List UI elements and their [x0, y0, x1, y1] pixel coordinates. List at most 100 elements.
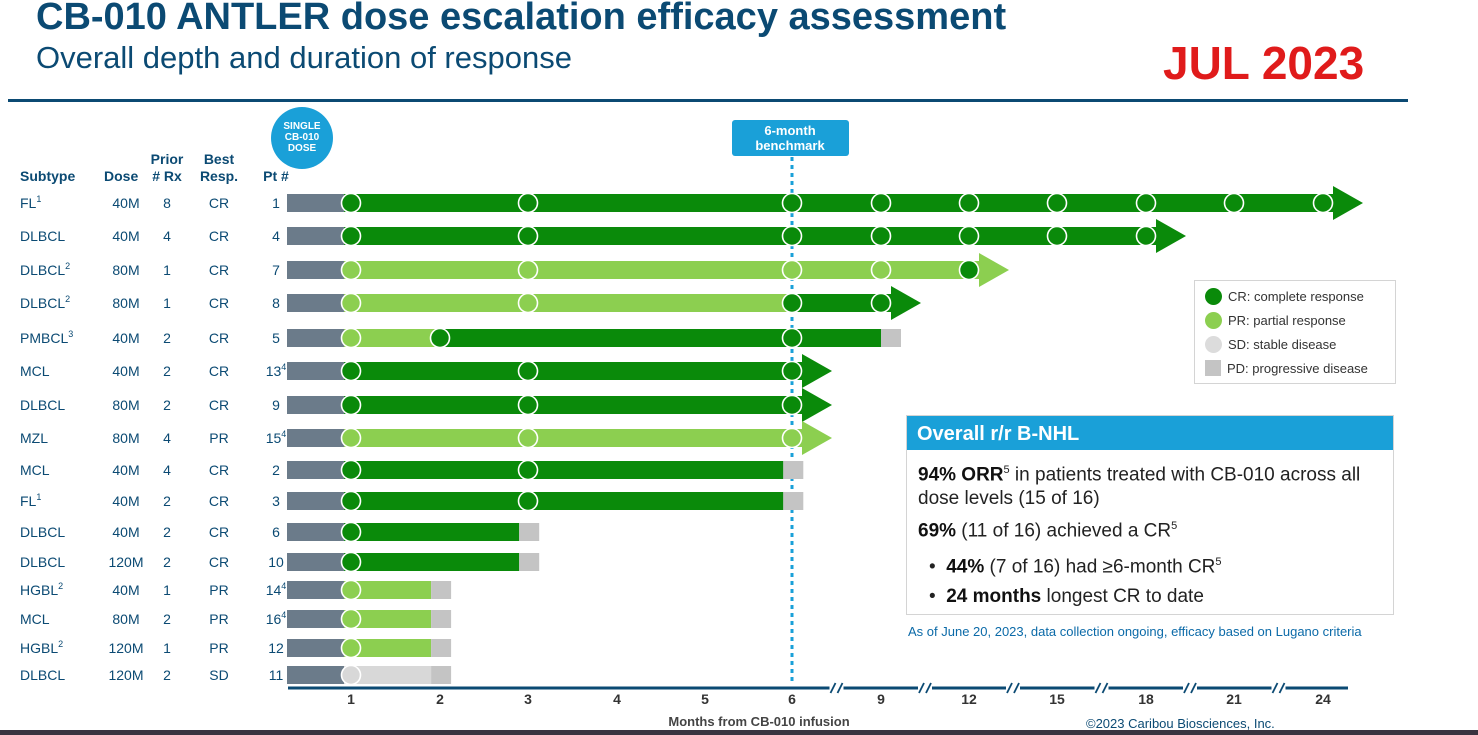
assessment-marker-pr — [340, 608, 362, 630]
column-header: Subtype — [20, 168, 75, 184]
assessment-marker-cr — [1046, 225, 1068, 247]
assessment-marker-cr — [340, 521, 362, 543]
legend-label: PR: partial response — [1228, 312, 1346, 328]
assessment-marker-cr — [340, 360, 362, 382]
row-subtype: DLBCL2 — [20, 294, 70, 311]
pretreatment-bar — [287, 396, 344, 414]
pretreatment-bar — [287, 492, 344, 510]
x-axis-label: Months from CB-010 infusion — [668, 714, 849, 729]
row-patient-number: 2 — [272, 462, 280, 478]
axis-break-mark — [1183, 682, 1190, 694]
axis-break-mark — [1013, 682, 1020, 694]
summary-bullet-longest: • 24 months longest CR to date — [929, 586, 1204, 607]
six-month-cr-text: (7 of 16) had ≥6-month CR — [984, 556, 1216, 578]
pretreatment-bar — [287, 227, 344, 245]
page-title: CB-010 ANTLER dose escalation efficacy a… — [36, 0, 1007, 38]
assessment-marker-pr — [517, 292, 539, 314]
copyright: ©2023 Caribou Biosciences, Inc. — [1086, 716, 1275, 731]
row-patient-number: 3 — [272, 493, 280, 509]
footnote-ref: 5 — [1171, 520, 1178, 532]
row-patient-number: 7 — [272, 262, 280, 278]
assessment-marker-cr — [429, 327, 451, 349]
row-prior-rx: 2 — [163, 363, 171, 379]
row-dose: 80M — [112, 611, 139, 627]
row-subtype: DLBCL — [20, 397, 65, 413]
assessment-marker-cr — [1312, 192, 1334, 214]
row-prior-rx: 4 — [163, 462, 171, 478]
pretreatment-bar — [287, 194, 344, 212]
orr-value: 94% ORR — [918, 464, 1004, 486]
assessment-marker-pr — [781, 427, 803, 449]
assessment-marker-cr — [517, 459, 539, 481]
assessment-marker-cr — [1223, 192, 1245, 214]
pretreatment-bar — [287, 666, 344, 684]
row-dose: 120M — [108, 640, 143, 656]
legend-label: CR: complete response — [1228, 288, 1364, 304]
axis-break-mark — [1271, 682, 1279, 694]
row-patient-number: 1 — [272, 195, 280, 211]
x-tick-label: 1 — [347, 691, 355, 707]
longest-cr-text: longest CR to date — [1041, 586, 1204, 607]
pretreatment-bar — [287, 523, 344, 541]
row-dose: 80M — [112, 397, 139, 413]
assessment-marker-pr — [340, 637, 362, 659]
pd-marker — [519, 553, 540, 571]
row-prior-rx: 1 — [163, 262, 171, 278]
assessment-marker-cr — [517, 490, 539, 512]
assessment-marker-cr — [781, 394, 803, 416]
x-tick-label: 15 — [1049, 691, 1065, 707]
column-header: Prior — [151, 151, 184, 167]
dose-badge — [271, 107, 333, 169]
row-prior-rx: 1 — [163, 640, 171, 656]
row-prior-rx: 4 — [163, 430, 171, 446]
pretreatment-bar — [287, 429, 344, 447]
row-dose: 40M — [112, 330, 139, 346]
assessment-marker-cr — [517, 360, 539, 382]
axis-break-mark — [829, 682, 837, 694]
cr-marker-icon — [1205, 287, 1222, 305]
axis-break — [1094, 682, 1109, 694]
response-bar-sd — [344, 666, 432, 684]
row-prior-rx: 2 — [163, 493, 171, 509]
response-bar-pr — [344, 581, 432, 599]
benchmark-label: benchmark — [755, 138, 825, 153]
row-prior-rx: 2 — [163, 667, 171, 683]
assessment-marker-cr — [870, 225, 892, 247]
row-dose: 120M — [108, 667, 143, 683]
x-tick-label: 21 — [1226, 691, 1242, 707]
assessment-marker-pr — [340, 579, 362, 601]
assessment-marker-cr — [781, 192, 803, 214]
footnote-ref: 5 — [1003, 464, 1010, 476]
row-dose: 40M — [112, 493, 139, 509]
row-prior-rx: 1 — [163, 582, 171, 598]
assessment-marker-cr — [1135, 192, 1157, 214]
row-best-response: PR — [209, 430, 228, 446]
summary-heading: Overall r/r B-NHL — [907, 416, 1393, 450]
row-prior-rx: 2 — [163, 330, 171, 346]
x-tick-label: 9 — [877, 691, 885, 707]
x-tick-label: 4 — [613, 691, 621, 707]
row-subtype: MCL — [20, 611, 50, 627]
axis-break-mark — [1094, 682, 1102, 694]
cr-value: 69% — [918, 520, 957, 542]
assessment-marker-cr — [781, 292, 803, 314]
row-best-response: CR — [209, 195, 229, 211]
x-tick-label: 2 — [436, 691, 444, 707]
axis-break — [1183, 682, 1197, 694]
row-subtype: PMBCL3 — [20, 329, 73, 346]
ongoing-arrow — [802, 354, 832, 388]
legend: CR: complete response PR: partial respon… — [1194, 280, 1396, 384]
row-best-response: CR — [209, 330, 229, 346]
axis-break — [829, 682, 844, 694]
footnote-ref: 5 — [1215, 556, 1222, 568]
row-subtype: MCL — [20, 363, 50, 379]
row-best-response: SD — [209, 667, 228, 683]
response-bar-pr — [344, 610, 432, 628]
assessment-marker-cr — [340, 459, 362, 481]
row-patient-number: 9 — [272, 397, 280, 413]
pretreatment-bar — [287, 553, 344, 571]
assessment-marker-cr — [958, 225, 980, 247]
row-subtype: DLBCL — [20, 667, 65, 683]
axis-break-mark — [925, 682, 932, 694]
